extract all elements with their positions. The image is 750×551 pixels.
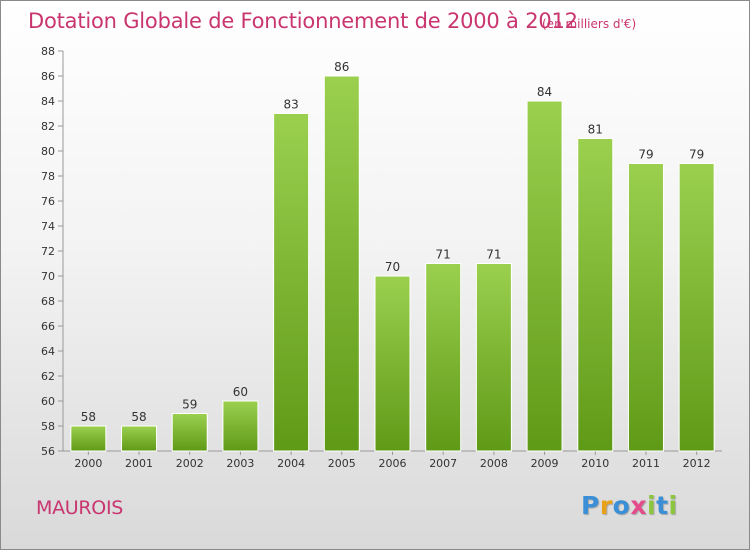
bar xyxy=(121,425,158,452)
x-tick-label: 2008 xyxy=(480,457,508,470)
y-tick-label: 88 xyxy=(41,45,55,58)
bar-value-label: 71 xyxy=(486,248,501,262)
x-tick-label: 2003 xyxy=(226,457,254,470)
bar xyxy=(374,275,411,452)
x-tick-label: 2006 xyxy=(379,457,407,470)
bar-value-label: 81 xyxy=(588,123,603,137)
y-tick-label: 76 xyxy=(41,195,55,208)
bar-value-label: 70 xyxy=(385,260,400,274)
bar xyxy=(323,75,360,452)
y-tick-label: 66 xyxy=(41,320,55,333)
bar xyxy=(475,263,512,452)
bar xyxy=(678,163,715,452)
y-tick-label: 84 xyxy=(41,95,55,108)
bar xyxy=(273,113,310,452)
bar-value-label: 59 xyxy=(182,398,197,412)
x-tick-label: 2010 xyxy=(581,457,609,470)
bar xyxy=(577,138,614,452)
y-tick-label: 82 xyxy=(41,120,55,133)
y-tick-label: 78 xyxy=(41,170,55,183)
x-tick-label: 2012 xyxy=(683,457,711,470)
logo-letter: x xyxy=(630,491,647,520)
y-tick-label: 58 xyxy=(41,420,55,433)
bar xyxy=(526,100,563,452)
chart-labels: 58 2000 58 2001 59 2002 60 2003 83 2004 86 2005 70 20… xyxy=(74,60,710,470)
y-tick-label: 80 xyxy=(41,145,55,158)
bar-value-label: 71 xyxy=(436,248,451,262)
bar xyxy=(70,425,107,452)
y-tick-label: 86 xyxy=(41,70,55,83)
bar-value-label: 60 xyxy=(233,385,248,399)
logo-letter: o xyxy=(612,491,631,520)
x-tick-label: 2001 xyxy=(125,457,153,470)
logo-letter: i xyxy=(668,491,678,520)
chart-axes: 56 58 60 62 64 66 68 70 72 74 76 78 80 82 84 86 88 xyxy=(41,45,722,458)
logo-letter: r xyxy=(599,491,613,520)
x-tick-label: 2011 xyxy=(632,457,660,470)
commune-name: MAUROIS xyxy=(36,497,124,519)
x-tick-label: 2004 xyxy=(277,457,305,470)
bar-value-label: 58 xyxy=(131,410,146,424)
bar-value-label: 86 xyxy=(334,60,349,74)
chart-bars xyxy=(70,75,715,452)
bar-value-label: 84 xyxy=(537,85,552,99)
bar-value-label: 58 xyxy=(81,410,96,424)
bar-value-label: 79 xyxy=(638,148,653,162)
x-tick-label: 2009 xyxy=(531,457,559,470)
chart-title: Dotation Globale de Fonctionnement de 20… xyxy=(28,9,578,33)
bar xyxy=(627,163,664,452)
y-tick-label: 72 xyxy=(41,245,55,258)
chart-subtitle: (en milliers d'€) xyxy=(542,17,637,31)
y-tick-label: 74 xyxy=(41,220,55,233)
x-tick-label: 2002 xyxy=(176,457,204,470)
logo-letter: t xyxy=(656,491,669,520)
logo-letter: P xyxy=(581,491,600,520)
proxiti-logo: Proxiti xyxy=(581,491,678,520)
y-tick-label: 60 xyxy=(41,395,55,408)
bar xyxy=(222,400,259,452)
bar xyxy=(425,263,462,452)
y-tick-label: 56 xyxy=(41,445,55,458)
y-tick-label: 62 xyxy=(41,370,55,383)
y-tick-label: 70 xyxy=(41,270,55,283)
y-tick-label: 68 xyxy=(41,295,55,308)
x-tick-label: 2005 xyxy=(328,457,356,470)
bar-value-label: 79 xyxy=(689,148,704,162)
bar xyxy=(171,413,208,452)
y-tick-label: 64 xyxy=(41,345,55,358)
x-tick-label: 2007 xyxy=(429,457,457,470)
x-tick-label: 2000 xyxy=(74,457,102,470)
bar-value-label: 83 xyxy=(283,98,298,112)
logo-letter: i xyxy=(647,491,657,520)
